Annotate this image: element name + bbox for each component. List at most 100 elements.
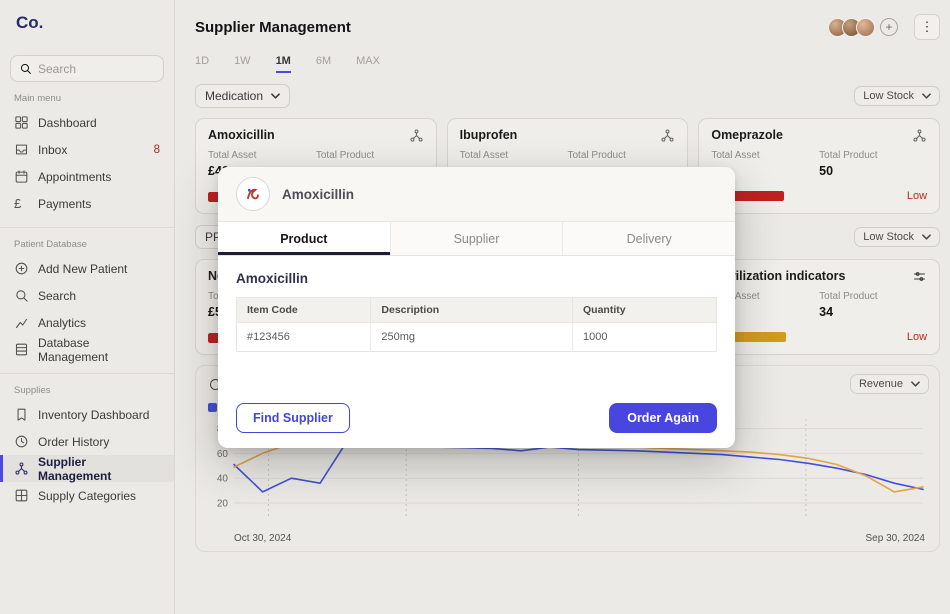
dropdown-value: Medication [205, 89, 264, 103]
sidebar-item-payments[interactable]: £ Payments [0, 190, 174, 217]
svg-text:60: 60 [217, 449, 229, 460]
add-member-button[interactable]: + [880, 18, 898, 36]
quantity-cell: 1000 [572, 322, 718, 352]
topbar: Supplier Management + ⋮ [195, 0, 940, 40]
column-header-item-code: Item Code [236, 297, 372, 323]
add-patient-icon [14, 261, 29, 276]
sidebar-item-label: Search [38, 288, 77, 303]
stat-label: Total Asset [711, 150, 760, 161]
description-cell: 250mg [370, 322, 573, 352]
chevron-down-icon [911, 381, 920, 387]
avatar-group: + [828, 17, 898, 37]
svg-text:40: 40 [217, 474, 229, 485]
column-header-description: Description [370, 297, 573, 323]
sidebar-item-appointments[interactable]: Appointments [0, 163, 174, 190]
page-title: Supplier Management [195, 18, 351, 36]
tab-supplier[interactable]: Supplier [390, 222, 564, 255]
time-range-tabs: 1D 1W 1M 6M MAX [195, 55, 940, 73]
tab-product[interactable]: Product [218, 222, 391, 255]
item-code-cell: #123456 [236, 322, 372, 352]
sidebar-divider [0, 227, 174, 228]
stat-label: Total Asset [459, 150, 509, 161]
product-detail-modal: Amoxicillin Product Supplier Delivery Am… [218, 167, 735, 448]
sidebar-item-label: Order History [38, 434, 110, 449]
stat-label: Total Product [567, 150, 626, 161]
stock-progress-bar [711, 191, 893, 201]
analytics-icon [14, 315, 29, 330]
dashboard-icon [14, 115, 29, 130]
order-again-button[interactable]: Order Again [609, 403, 717, 433]
search-icon [19, 62, 32, 75]
sidebar-item-label: Supply Categories [38, 488, 137, 503]
chevron-down-icon [271, 93, 280, 99]
product-name-heading: Amoxicillin [236, 271, 309, 286]
modal-body: Amoxicillin Item Code Description Quanti… [218, 256, 735, 397]
sidebar-item-order-history[interactable]: Order History [0, 428, 174, 455]
column-header-quantity: Quantity [572, 297, 718, 323]
tab-1m[interactable]: 1M [275, 55, 291, 73]
tab-1d[interactable]: 1D [195, 55, 210, 67]
sidebar-item-inventory-dashboard[interactable]: Inventory Dashboard [0, 401, 174, 428]
stat-label: Total Asset [711, 291, 760, 302]
sidebar-item-label: Add New Patient [38, 261, 128, 276]
tab-max[interactable]: MAX [356, 55, 380, 67]
modal-tabs: Product Supplier Delivery [218, 222, 735, 256]
find-supplier-button[interactable]: Find Supplier [236, 403, 350, 433]
stat-label: Total Product [819, 291, 878, 302]
x-axis-end-label: Sep 30, 2024 [865, 533, 926, 544]
stock-filter-dropdown[interactable]: Low Stock [854, 86, 940, 106]
sidebar-item-dashboard[interactable]: Dashboard [0, 109, 174, 136]
sidebar-item-label: Appointments [38, 169, 112, 184]
supplier-network-icon [14, 461, 29, 476]
tab-1w[interactable]: 1W [234, 55, 251, 67]
product-detail-table: Item Code Description Quantity #123456 2… [236, 297, 718, 352]
supplier-network-icon[interactable] [660, 128, 675, 143]
supply-card-omeprazole[interactable]: Omeprazole Total Asset Total Product 50 L… [698, 118, 941, 214]
section-label-patient-database: Patient Database [14, 239, 87, 250]
sidebar-divider [0, 373, 174, 374]
svg-text:20: 20 [217, 499, 229, 510]
tab-6m[interactable]: 6M [315, 55, 332, 67]
product-logo-icon [236, 177, 270, 211]
sidebar-search[interactable] [10, 55, 164, 82]
section-label-main-menu: Main menu [14, 93, 61, 104]
sidebar-item-analytics[interactable]: Analytics [0, 309, 174, 336]
stat-value: 34 [819, 305, 834, 319]
sidebar-item-inbox[interactable]: Inbox 8 [0, 136, 174, 163]
sidebar-item-search[interactable]: Search [0, 282, 174, 309]
sidebar-item-database-management[interactable]: Database Management [0, 336, 174, 364]
supplier-network-icon[interactable] [409, 128, 424, 143]
search-icon [14, 288, 29, 303]
category-dropdown-medication[interactable]: Medication [195, 84, 291, 108]
sidebar-item-add-new-patient[interactable]: Add New Patient [0, 255, 174, 282]
x-axis-start-label: Oct 30, 2024 [234, 533, 292, 544]
legend-swatch [208, 402, 217, 412]
inbox-count-badge: 8 [153, 143, 160, 156]
stat-label: Total Product [315, 150, 375, 161]
dropdown-value: Low Stock [863, 90, 914, 102]
indicators-icon[interactable] [912, 269, 927, 284]
database-icon [14, 342, 29, 357]
section-label-supplies: Supplies [14, 385, 51, 396]
search-input[interactable] [38, 61, 155, 76]
kebab-menu-button[interactable]: ⋮ [914, 14, 940, 40]
metric-dropdown-revenue[interactable]: Revenue [849, 374, 929, 394]
status-badge: Low [906, 331, 928, 343]
sidebar-item-supplier-management[interactable]: Supplier Management [0, 455, 174, 483]
supplier-network-icon[interactable] [912, 128, 927, 143]
modal-title: Amoxicillin [282, 186, 355, 202]
modal-footer: Find Supplier Order Again [218, 397, 735, 448]
card-title: Ibuprofen [459, 128, 518, 142]
chevron-down-icon [922, 93, 931, 99]
avatar[interactable] [856, 17, 875, 37]
tab-delivery[interactable]: Delivery [563, 222, 735, 255]
stock-filter-dropdown[interactable]: Low Stock [854, 227, 940, 247]
inbox-icon [14, 142, 29, 157]
categories-icon [14, 488, 29, 503]
sidebar-item-label: Payments [38, 196, 92, 211]
sidebar-item-supply-categories[interactable]: Supply Categories [0, 482, 174, 509]
filter-row-medication: Medication Low Stock [195, 84, 940, 108]
inventory-icon [14, 407, 29, 422]
supply-card-sterilization-indicators[interactable]: Sterilization indicators Total Asset Tot… [698, 259, 941, 355]
